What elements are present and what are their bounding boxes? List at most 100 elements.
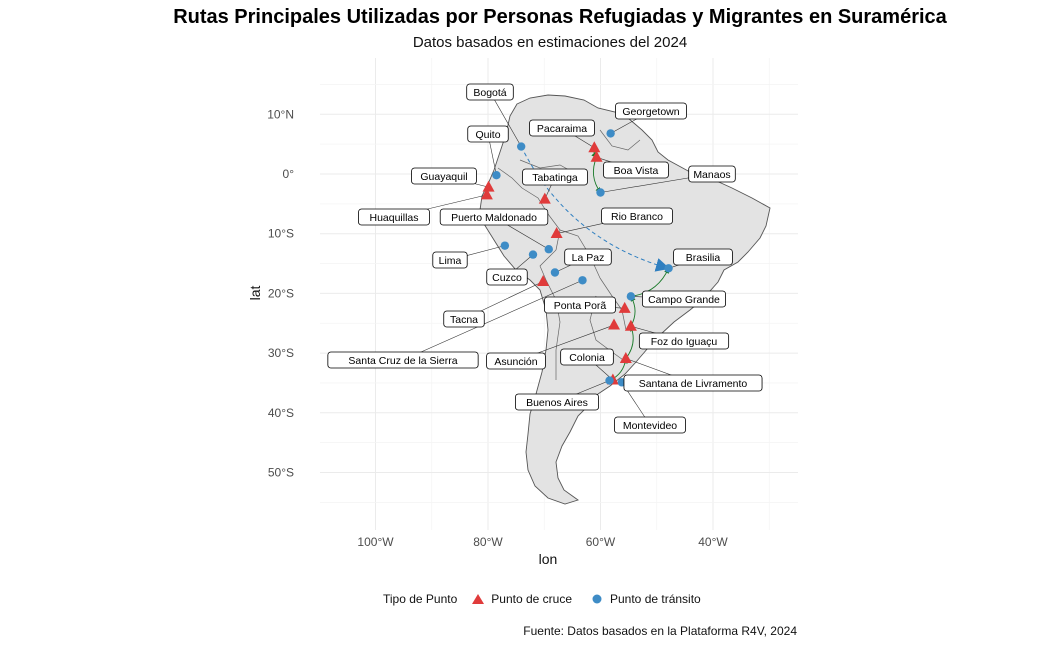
point-labels: Bogotá Quito Guayaquil Huaquillas Tabatinga P… [327, 83, 763, 434]
label-text: Huaquillas [369, 212, 418, 224]
point-label: Foz do Iguaçu [638, 332, 730, 350]
crossing-point-marker [550, 227, 563, 239]
crossing-point-marker [480, 188, 493, 200]
label-text: Brasilia [686, 252, 721, 264]
y-tick-label: 10°S [268, 227, 294, 241]
leader-line [489, 91, 522, 147]
label-box [522, 168, 588, 186]
x-tick-label: 100°W [357, 535, 394, 549]
label-box [466, 83, 514, 101]
transit-point-marker [492, 170, 501, 180]
transit-point-marker [626, 292, 636, 301]
point-label: Pacaraima [529, 119, 595, 137]
point-label: Rio Branco [601, 207, 673, 225]
transit-point-marker [596, 188, 605, 197]
label-box [544, 296, 616, 314]
x-tick-label: 80°W [473, 535, 503, 549]
label-text: Quito [475, 129, 500, 141]
point-label: Santana de Livramento [623, 374, 763, 392]
point-label: Puerto Maldonado [439, 208, 549, 226]
point-label: Campo Grande [642, 290, 727, 308]
label-text: Asunción [494, 356, 537, 368]
crossing-point-marker [619, 351, 632, 363]
transit-point-marker [528, 250, 538, 259]
label-text: Pacaraima [537, 123, 587, 135]
label-text: Ponta Porã [554, 300, 607, 312]
crossing-point-marker [618, 301, 631, 313]
point-label: Asunción [486, 352, 546, 370]
label-box [614, 416, 686, 434]
label-text: Tabatinga [532, 172, 578, 184]
legend-label-transit: Punto de tránsito [610, 592, 701, 606]
point-label: Guayaquil [411, 167, 477, 185]
legend: Tipo de Punto Punto de cruce Punto de tr… [383, 592, 719, 606]
label-box [623, 374, 763, 392]
label-box [673, 248, 733, 266]
triangle-icon [472, 594, 485, 604]
x-tick-label: 40°W [698, 535, 728, 549]
point-label: Buenos Aires [515, 393, 600, 411]
label-text: Montevideo [623, 420, 677, 432]
x-axis-title: lon [539, 551, 558, 567]
point-label: Cuzco [486, 268, 528, 286]
legend-item-crossing: Punto de cruce [471, 592, 572, 606]
label-text: Colonia [569, 352, 605, 364]
point-label: Quito [467, 125, 509, 143]
point-label: Georgetown [615, 102, 687, 120]
transit-point-marker [516, 142, 526, 151]
map-plot: 100°W 80°W 60°W 40°W 10°N 0° 10°S 20°S 30°S 40°S 5… [247, 58, 798, 567]
point-label: Manaos [688, 165, 736, 183]
label-box [411, 167, 477, 185]
points [480, 129, 673, 387]
label-box [688, 165, 736, 183]
circle-icon [592, 594, 602, 604]
label-text: Guayaquil [420, 171, 467, 183]
label-text: Manaos [693, 169, 730, 181]
point-label: Lima [432, 251, 468, 269]
label-text: Puerto Maldonado [451, 212, 537, 224]
label-text: Campo Grande [648, 294, 720, 306]
y-tick-label: 10°N [267, 107, 294, 121]
label-text: Foz do Iguaçu [651, 336, 718, 348]
x-tick-label: 60°W [586, 535, 616, 549]
label-box [358, 208, 430, 226]
route-line [630, 267, 670, 297]
y-tick-label: 40°S [268, 406, 294, 420]
transit-point-marker [578, 276, 587, 285]
label-text: La Paz [572, 252, 605, 264]
label-box [638, 332, 730, 350]
point-label: Tabatinga [522, 168, 588, 186]
point-label: Brasilia [673, 248, 733, 266]
point-label: Colonia [560, 348, 614, 366]
map-title: Rutas Principales Utilizadas por Persona… [173, 6, 947, 28]
legend-item-transit: Punto de tránsito [590, 592, 701, 606]
label-box [467, 125, 509, 143]
crossing-point-marker [537, 274, 550, 286]
point-label: La Paz [564, 248, 612, 266]
point-label: Montevideo [614, 416, 686, 434]
map-subtitle: Datos basados en estimaciones del 2024 [412, 34, 688, 51]
label-box [603, 161, 669, 179]
crossing-point-marker [538, 192, 551, 204]
label-box [529, 119, 595, 137]
label-box [515, 393, 600, 411]
label-box [560, 348, 614, 366]
label-text: Tacna [450, 314, 478, 326]
point-label: Bogotá [466, 83, 514, 101]
point-label: Huaquillas [358, 208, 430, 226]
crossing-point-marker [624, 319, 637, 331]
crossing-point-marker [588, 141, 601, 153]
crossing-point-marker [590, 150, 603, 162]
label-text: Santa Cruz de la Sierra [348, 355, 457, 367]
label-box [564, 248, 612, 266]
y-axis-title: lat [247, 286, 263, 301]
source-caption: Fuente: Datos basados en la Plataforma R… [523, 624, 797, 638]
label-box [432, 251, 468, 269]
y-tick-label: 20°S [268, 286, 294, 300]
y-tick-label: 0° [283, 167, 295, 181]
legend-title: Tipo de Punto [383, 592, 458, 606]
transit-point-marker [550, 268, 560, 277]
transit-point-marker [606, 129, 615, 138]
label-box [486, 352, 546, 370]
label-text: Buenos Aires [526, 397, 588, 409]
